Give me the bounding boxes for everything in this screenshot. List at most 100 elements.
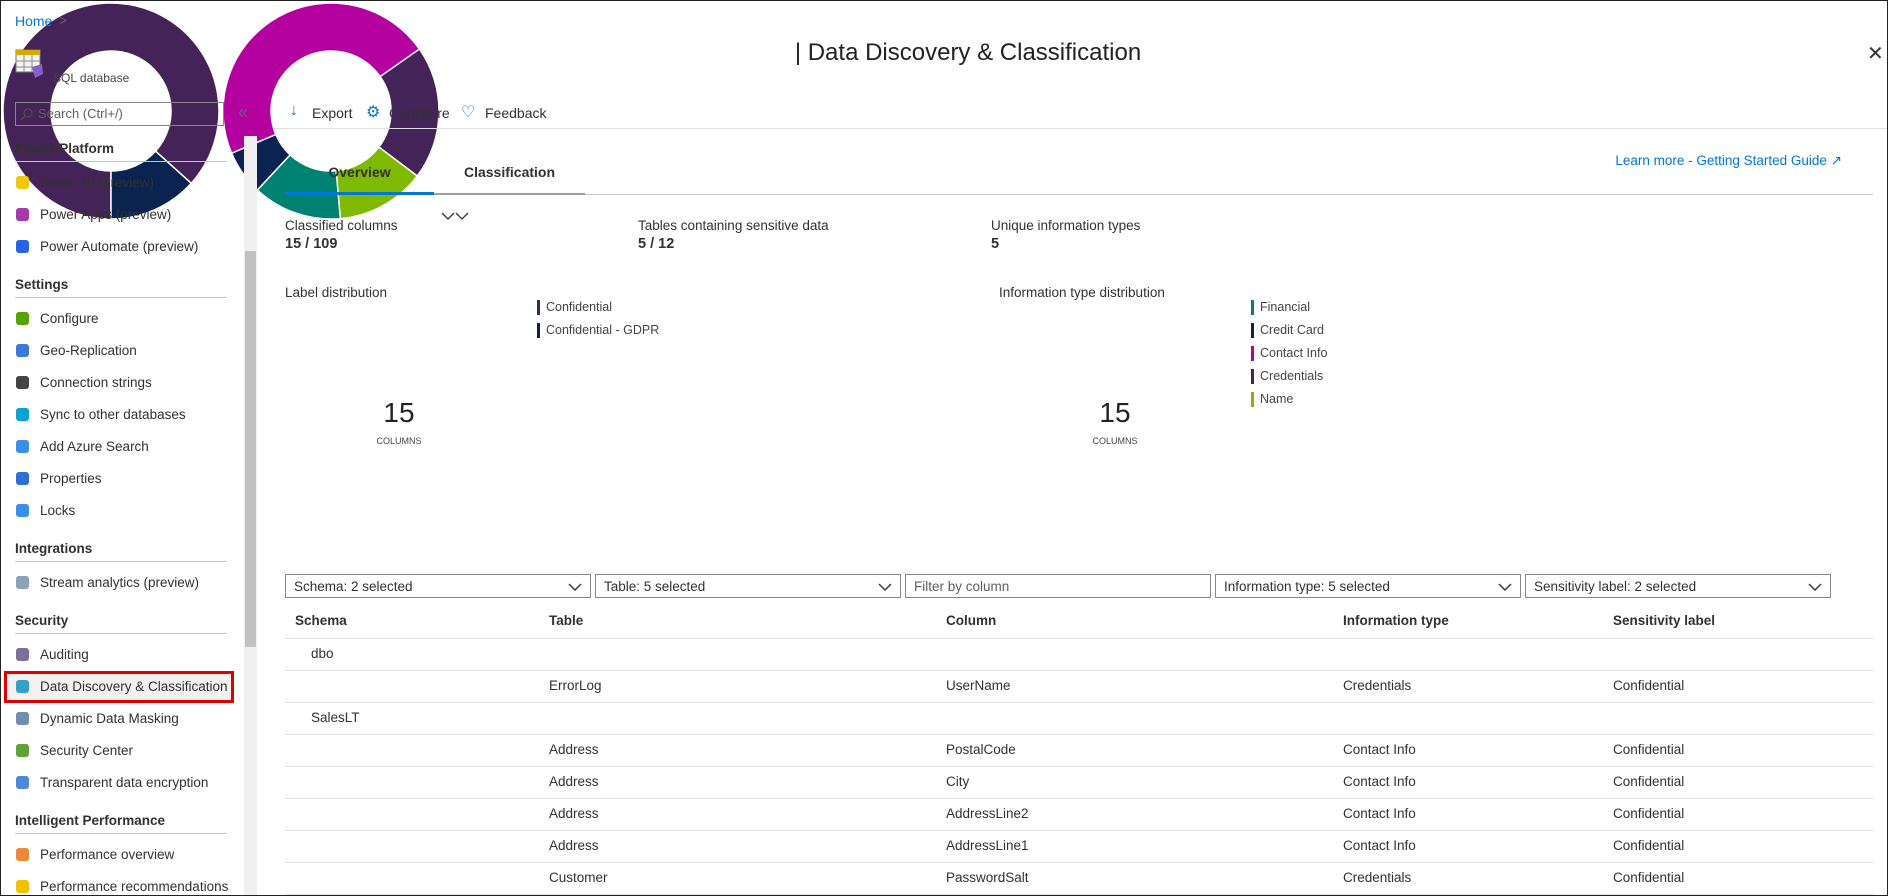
nav-item[interactable]: Geo-Replication bbox=[1, 335, 237, 367]
expand-chevron[interactable] bbox=[455, 211, 469, 221]
row-rule bbox=[285, 894, 1873, 895]
toolbar-button[interactable]: Export bbox=[312, 105, 353, 121]
nav-icon bbox=[16, 744, 29, 757]
tab[interactable]: Overview bbox=[328, 164, 391, 180]
filter-text: Information type: 5 selected bbox=[1224, 579, 1390, 594]
nav-item[interactable]: Auditing bbox=[1, 639, 237, 671]
filter-dropdown[interactable]: Sensitivity label: 2 selected bbox=[1525, 574, 1831, 598]
filter-text: Filter by column bbox=[914, 579, 1010, 594]
divider bbox=[273, 128, 1887, 129]
nav-item[interactable]: Security Center bbox=[1, 735, 237, 767]
row-rule bbox=[285, 734, 1873, 735]
section-header: Integrations bbox=[15, 539, 227, 562]
nav-item[interactable]: Performance recommendations bbox=[1, 871, 237, 895]
nav-label: Performance overview bbox=[40, 847, 175, 862]
toolbar-icon: ↓ bbox=[290, 102, 298, 119]
table-cell: Customer bbox=[549, 870, 608, 885]
nav-icon bbox=[16, 712, 29, 725]
donut bbox=[2, 2, 220, 220]
table-cell: PostalCode bbox=[946, 742, 1016, 757]
column-header[interactable]: Schema bbox=[295, 613, 347, 628]
table-cell: Confidential bbox=[1613, 678, 1685, 693]
breadcrumb-home[interactable]: Home bbox=[15, 13, 53, 29]
nav-icon bbox=[16, 312, 29, 325]
toolbar-button[interactable]: Configure bbox=[389, 105, 450, 121]
donut-segment bbox=[222, 2, 421, 155]
search-box[interactable]: Search (Ctrl+/) bbox=[15, 102, 224, 126]
legend-label: Credit Card bbox=[1260, 323, 1324, 337]
column-header[interactable]: Table bbox=[549, 613, 584, 628]
nav-item[interactable]: Sync to other databases bbox=[1, 399, 237, 431]
legend-swatch bbox=[1251, 392, 1254, 407]
nav-label: Power Automate (preview) bbox=[40, 239, 199, 254]
table-cell: AddressLine2 bbox=[946, 806, 1029, 821]
search-icon bbox=[21, 108, 33, 120]
row-rule bbox=[285, 862, 1873, 863]
resource-icon bbox=[15, 49, 43, 78]
filter-dropdown[interactable]: Filter by column bbox=[905, 574, 1211, 598]
toolbar-icon: ⚙ bbox=[366, 104, 381, 121]
nav-item[interactable]: Locks bbox=[1, 495, 237, 527]
toolbar-button[interactable]: Feedback bbox=[485, 105, 547, 121]
nav-item[interactable]: Performance overview bbox=[1, 839, 237, 871]
nav-item[interactable]: Transparent data encryption bbox=[1, 767, 237, 799]
toolbar-icon: ♡ bbox=[461, 104, 476, 121]
table-cell: Contact Info bbox=[1343, 774, 1416, 789]
table-cell: Credentials bbox=[1343, 870, 1412, 885]
chevron-path bbox=[1808, 583, 1822, 591]
row-rule bbox=[285, 830, 1873, 831]
learn-more-link[interactable]: Learn more - Getting Started Guide ↗ bbox=[1615, 153, 1842, 168]
nav-label: Properties bbox=[40, 471, 102, 486]
column-header[interactable]: Column bbox=[946, 613, 997, 628]
nav-icon bbox=[16, 176, 29, 189]
resource-type: SQL database bbox=[53, 71, 130, 85]
row-rule bbox=[285, 766, 1873, 767]
filter-dropdown[interactable]: Schema: 2 selected bbox=[285, 574, 591, 598]
nav-item[interactable]: Power Automate (preview) bbox=[1, 231, 237, 263]
expand-chevron[interactable] bbox=[441, 211, 455, 221]
nav-item[interactable]: Power Apps (preview) bbox=[1, 199, 237, 231]
scrollbar-thumb[interactable] bbox=[245, 251, 256, 647]
close-button[interactable]: ✕ bbox=[1867, 43, 1884, 65]
stat-label: Tables containing sensitive data bbox=[638, 218, 829, 233]
filter-dropdown[interactable]: Table: 5 selected bbox=[595, 574, 901, 598]
tab[interactable]: Classification bbox=[463, 164, 556, 180]
nav-item[interactable]: Properties bbox=[1, 463, 237, 495]
group-name: SalesLT bbox=[311, 710, 360, 725]
nav-item[interactable]: Data Discovery & Classification bbox=[4, 671, 234, 703]
column-header[interactable]: Information type bbox=[1343, 613, 1449, 628]
nav-label: Locks bbox=[40, 503, 76, 518]
nav-item[interactable]: Connection strings bbox=[1, 367, 237, 399]
nav-icon bbox=[16, 376, 29, 389]
nav-label: Configure bbox=[40, 311, 99, 326]
table-cell: ErrorLog bbox=[549, 678, 602, 693]
nav-item[interactable]: Stream analytics (preview) bbox=[1, 567, 237, 599]
collapse-button[interactable]: « bbox=[238, 102, 249, 122]
legend-swatch bbox=[537, 300, 540, 315]
nav-icon bbox=[16, 344, 29, 357]
stat-value: 5 bbox=[991, 236, 1000, 252]
link-text: Learn more - Getting Started Guide bbox=[1615, 153, 1827, 168]
row-rule bbox=[285, 798, 1873, 799]
row-rule bbox=[285, 670, 1873, 671]
donut-segment bbox=[2, 2, 220, 220]
section-header: Intelligent Performance bbox=[15, 811, 227, 834]
nav-label: Power BI (preview) bbox=[40, 175, 155, 190]
page-title: | Data Discovery & Classification bbox=[794, 39, 1142, 66]
nav-item[interactable]: Dynamic Data Masking bbox=[1, 703, 237, 735]
stat-label: Unique information types bbox=[991, 218, 1141, 233]
legend-label: Confidential - GDPR bbox=[546, 323, 660, 337]
legend-swatch bbox=[537, 323, 540, 338]
group-name: dbo bbox=[311, 646, 334, 661]
legend-label: Name bbox=[1260, 392, 1294, 406]
header-rule bbox=[285, 638, 1873, 639]
sidebar-section: Settings bbox=[15, 263, 227, 303]
chart-title: Label distribution bbox=[285, 285, 388, 300]
nav-item[interactable]: Add Azure Search bbox=[1, 431, 237, 463]
sidebar-section: Intelligent Performance bbox=[15, 799, 227, 839]
nav-item[interactable]: Power BI (preview) bbox=[1, 167, 237, 199]
filter-dropdown[interactable]: Information type: 5 selected bbox=[1215, 574, 1521, 598]
column-header[interactable]: Sensitivity label bbox=[1613, 613, 1716, 628]
nav-icon bbox=[16, 648, 29, 661]
nav-item[interactable]: Configure bbox=[1, 303, 237, 335]
